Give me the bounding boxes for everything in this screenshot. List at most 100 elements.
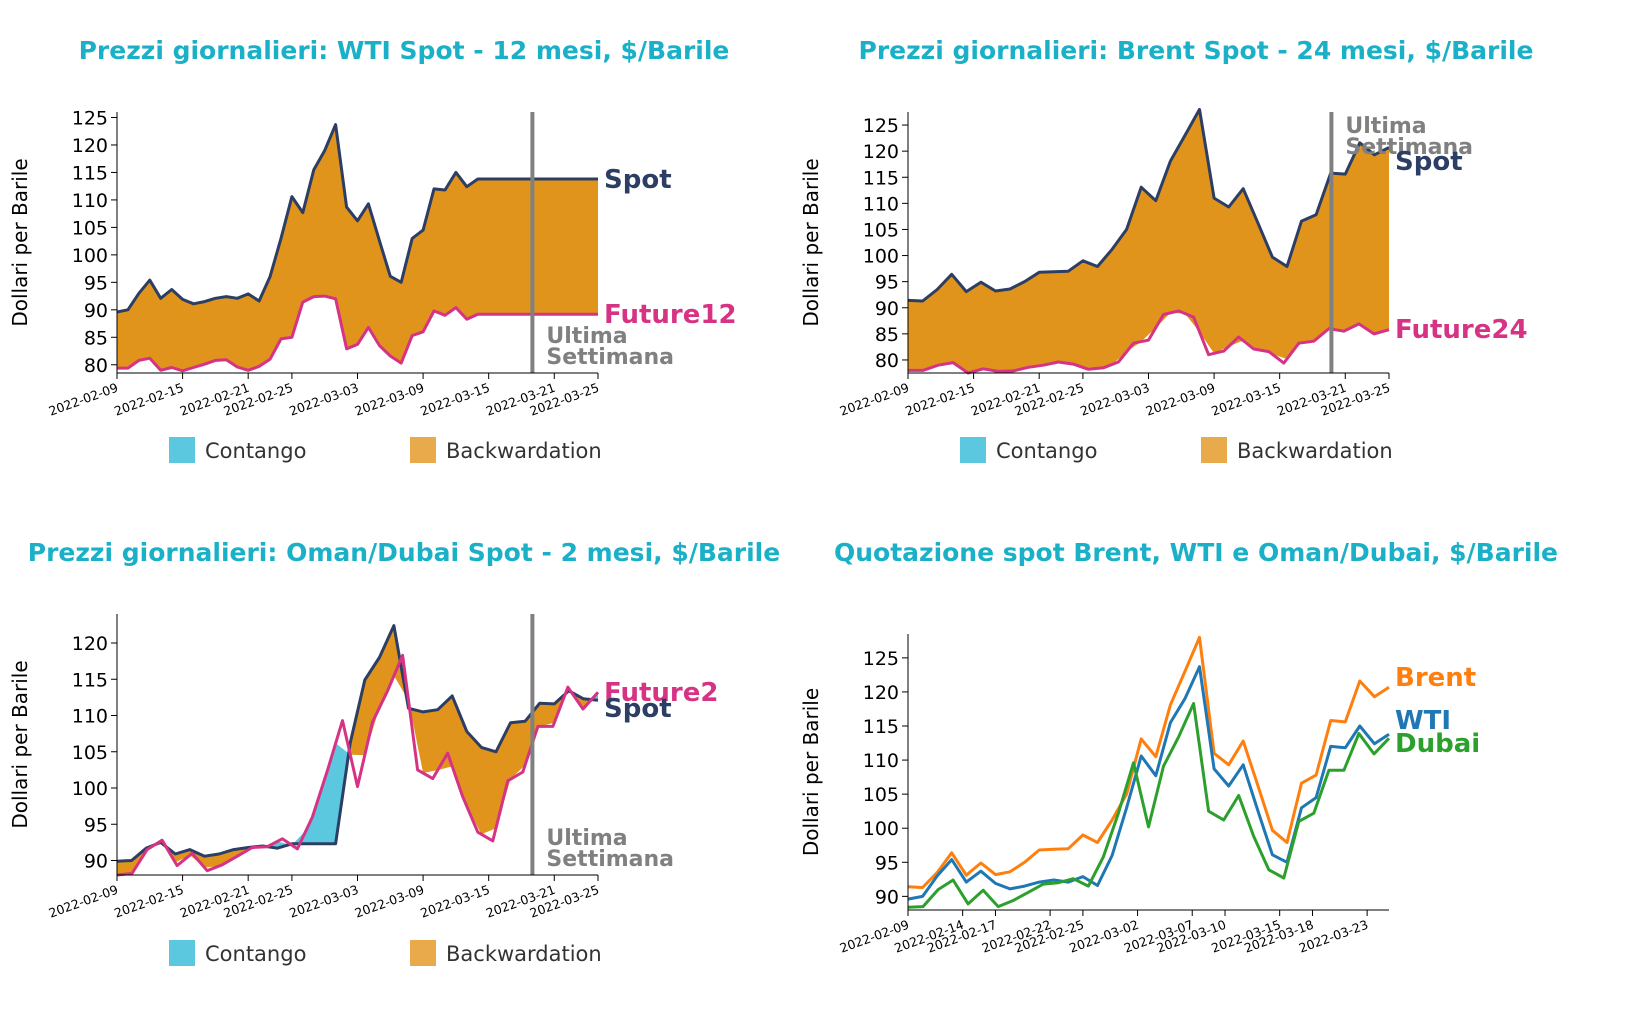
y-tick-label: 95 bbox=[84, 814, 108, 836]
y-tick-label: 110 bbox=[72, 706, 108, 728]
y-tick-label: 100 bbox=[863, 246, 899, 268]
y-tick-label: 115 bbox=[863, 716, 899, 738]
last-week-label-2: Settimana bbox=[1345, 135, 1473, 160]
chart-brent: Prezzi giornalieri: Brent Spot - 24 mesi… bbox=[799, 36, 1533, 463]
y-tick-label: 105 bbox=[72, 217, 108, 239]
spot-line bbox=[116, 624, 599, 863]
legend-label-contango: Contango bbox=[996, 439, 1097, 463]
series-end-label-brent: Brent bbox=[1395, 663, 1476, 693]
future-line bbox=[908, 309, 1390, 375]
future-end-label: Future12 bbox=[604, 300, 737, 330]
y-tick-label: 95 bbox=[84, 272, 108, 294]
y-tick-label: 110 bbox=[863, 750, 899, 772]
x-tick-label: 2022-02-15 bbox=[112, 882, 185, 921]
x-tick-label: 2022-03-15 bbox=[418, 882, 491, 921]
y-tick-label: 110 bbox=[72, 190, 108, 212]
legend-label-backwardation: Backwardation bbox=[446, 439, 602, 463]
y-tick-label: 85 bbox=[84, 327, 108, 349]
legend-swatch-contango bbox=[169, 940, 195, 966]
y-axis-label: Dollari per Barile bbox=[8, 158, 32, 326]
y-tick-label: 115 bbox=[72, 162, 108, 184]
x-tick-label: 2022-02-09 bbox=[47, 380, 120, 419]
y-tick-label: 115 bbox=[863, 167, 899, 189]
y-tick-label: 120 bbox=[72, 633, 108, 655]
x-tick-label: 2022-03-09 bbox=[353, 380, 426, 419]
series-line-wti bbox=[907, 665, 1390, 901]
chart-title: Prezzi giornalieri: Oman/Dubai Spot - 2 … bbox=[28, 538, 780, 567]
last-week-label-1: Ultima bbox=[546, 324, 627, 349]
y-tick-label: 80 bbox=[84, 355, 108, 377]
legend-swatch-contango bbox=[169, 437, 195, 463]
y-tick-label: 90 bbox=[875, 886, 899, 908]
spot-end-label: Spot bbox=[604, 694, 672, 724]
legend-swatch-contango bbox=[960, 437, 986, 463]
y-tick-label: 120 bbox=[72, 135, 108, 157]
spot-line bbox=[907, 107, 1390, 303]
y-tick-label: 115 bbox=[72, 669, 108, 691]
last-week-label-1: Ultima bbox=[1345, 114, 1426, 139]
series-line-dubai bbox=[907, 702, 1391, 909]
x-tick-label: 2022-02-09 bbox=[838, 380, 911, 419]
x-tick-label: 2022-03-03 bbox=[287, 380, 360, 419]
backwardation-area bbox=[117, 124, 598, 371]
x-tick-label: 2022-03-09 bbox=[1144, 380, 1217, 419]
y-tick-label: 95 bbox=[875, 852, 899, 874]
backwardation-area bbox=[117, 844, 157, 875]
y-tick-label: 125 bbox=[863, 115, 899, 137]
spot-line bbox=[116, 123, 598, 314]
chart-title: Quotazione spot Brent, WTI e Oman/Dubai,… bbox=[834, 538, 1558, 567]
future-end-label: Future24 bbox=[1395, 315, 1528, 345]
legend-label-contango: Contango bbox=[205, 942, 306, 966]
chart-spot-compare: Quotazione spot Brent, WTI e Oman/Dubai,… bbox=[799, 538, 1558, 956]
y-tick-label: 100 bbox=[72, 245, 108, 267]
legend-label-backwardation: Backwardation bbox=[1237, 439, 1393, 463]
y-axis-label: Dollari per Barile bbox=[799, 158, 823, 326]
legend-swatch-backwardation bbox=[410, 940, 436, 966]
spot-end-label: Spot bbox=[604, 165, 672, 195]
y-tick-label: 105 bbox=[863, 219, 899, 241]
last-week-label-2: Settimana bbox=[546, 345, 674, 370]
x-tick-label: 2022-03-15 bbox=[1209, 380, 1282, 419]
y-tick-label: 120 bbox=[863, 682, 899, 704]
y-tick-label: 105 bbox=[72, 742, 108, 764]
x-tick-label: 2022-03-15 bbox=[418, 380, 491, 419]
legend-label-backwardation: Backwardation bbox=[446, 942, 602, 966]
y-axis-label: Dollari per Barile bbox=[799, 688, 823, 856]
y-tick-label: 90 bbox=[875, 298, 899, 320]
future-line bbox=[117, 294, 598, 373]
legend-swatch-backwardation bbox=[410, 437, 436, 463]
last-week-label-1: Ultima bbox=[546, 826, 627, 851]
legend-swatch-backwardation bbox=[1201, 437, 1227, 463]
y-tick-label: 100 bbox=[72, 778, 108, 800]
y-tick-label: 100 bbox=[863, 818, 899, 840]
series-line-brent bbox=[907, 635, 1390, 889]
chart-dubai: Prezzi giornalieri: Oman/Dubai Spot - 2 … bbox=[8, 538, 780, 966]
y-tick-label: 90 bbox=[84, 851, 108, 873]
y-axis-label: Dollari per Barile bbox=[8, 660, 32, 828]
series-end-label-wti: WTI bbox=[1395, 706, 1451, 736]
x-tick-label: 2022-03-03 bbox=[1078, 380, 1151, 419]
future-line bbox=[116, 653, 600, 877]
last-week-label-2: Settimana bbox=[546, 847, 674, 872]
x-tick-label: 2022-03-09 bbox=[353, 882, 426, 921]
future-end-label: Future2 bbox=[604, 678, 718, 708]
y-tick-label: 80 bbox=[875, 350, 899, 372]
y-tick-label: 125 bbox=[72, 107, 108, 129]
y-tick-label: 120 bbox=[863, 141, 899, 163]
y-tick-label: 110 bbox=[863, 193, 899, 215]
y-tick-label: 105 bbox=[863, 784, 899, 806]
series-end-label-dubai: Dubai bbox=[1395, 729, 1480, 759]
y-tick-label: 95 bbox=[875, 272, 899, 294]
backwardation-area bbox=[348, 625, 407, 756]
y-tick-label: 90 bbox=[84, 300, 108, 322]
spot-end-label: Spot bbox=[1395, 147, 1463, 177]
y-tick-label: 85 bbox=[875, 324, 899, 346]
x-tick-label: 2022-02-15 bbox=[903, 380, 976, 419]
legend-label-contango: Contango bbox=[205, 439, 306, 463]
x-tick-label: 2022-02-09 bbox=[47, 882, 120, 921]
backwardation-area bbox=[908, 109, 1389, 372]
x-tick-label: 2022-02-15 bbox=[112, 380, 185, 419]
y-tick-label: 125 bbox=[863, 648, 899, 670]
chart-title: Prezzi giornalieri: Brent Spot - 24 mesi… bbox=[859, 36, 1534, 65]
